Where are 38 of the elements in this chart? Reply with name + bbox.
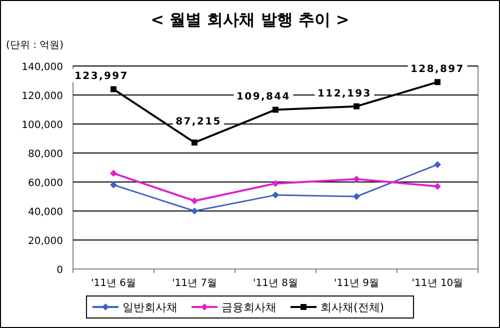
data-label: 109,844 [236, 92, 290, 103]
y-tick-label: 100,000 [22, 120, 63, 131]
point [110, 181, 117, 188]
point [191, 208, 198, 214]
x-tick-label: '11년 10월 [412, 278, 464, 289]
point [192, 140, 198, 146]
point [272, 192, 279, 199]
point [272, 106, 278, 113]
legend-label: 회사채(전체) [320, 301, 384, 314]
point [353, 176, 360, 183]
y-tick-label: 60,000 [28, 178, 63, 189]
point [434, 79, 440, 86]
y-tick-label: 0 [56, 265, 63, 276]
legend-label: 일반회사채 [122, 301, 178, 314]
point [434, 182, 441, 190]
data-label: 128,897 [410, 64, 464, 76]
text: (단위 : 억원) [6, 40, 64, 51]
point [354, 103, 360, 110]
chart-title: < 월별 회사채 발행 추이 > [150, 10, 350, 29]
data-label: 123,997 [74, 71, 128, 82]
y-tick-label: 140,000 [22, 62, 63, 73]
legend-label: 금융회사채 [222, 301, 276, 314]
y-tick-label: 80,000 [28, 149, 63, 160]
y-tick-label: 40,000 [28, 207, 63, 218]
point [272, 180, 279, 187]
x-tick-label: '11년 9월 [334, 278, 380, 289]
y-tick-label: 120,000 [22, 91, 63, 102]
data-label: 112,193 [318, 88, 372, 100]
x-tick-label: '11년 8월 [252, 278, 298, 289]
point [353, 193, 360, 200]
x-tick-label: '11년 6월 [90, 278, 136, 289]
y-tick-label: 20,000 [28, 236, 63, 247]
point [191, 197, 198, 204]
x-tick-label: '11년 7월 [172, 278, 218, 289]
data-label: 87,215 [176, 116, 222, 128]
point [110, 86, 116, 92]
point [434, 161, 441, 168]
point [110, 170, 117, 177]
